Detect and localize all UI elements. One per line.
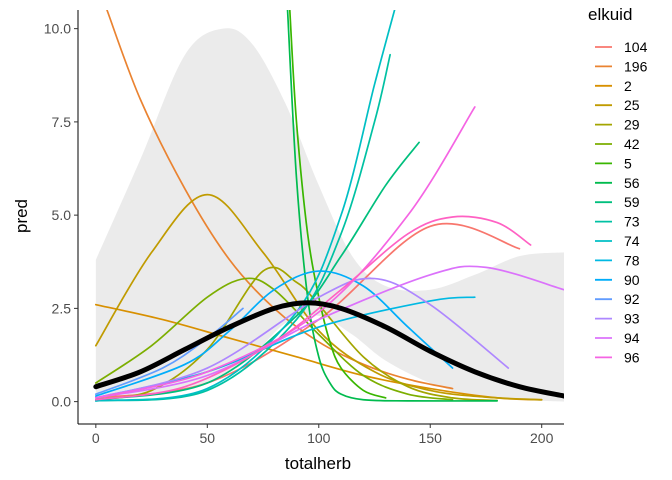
mean-line — [93, 300, 564, 399]
y-axis-title: pred — [12, 199, 31, 233]
legend-label-90: 90 — [624, 272, 640, 288]
y-tick-label: 7.5 — [52, 114, 72, 130]
x-axis-title: totalherb — [285, 454, 351, 473]
x-tick-label: 100 — [307, 430, 331, 446]
y-tick-label: 0.0 — [52, 394, 72, 410]
legend-label-93: 93 — [624, 311, 640, 327]
series-line-96 — [94, 106, 476, 399]
series-line-56 — [286, 10, 498, 402]
legend-label-2: 2 — [624, 78, 632, 94]
legend-label-92: 92 — [624, 291, 640, 307]
legend-label-74: 74 — [624, 233, 640, 249]
confidence-ribbon — [95, 28, 564, 402]
legend-label-59: 59 — [624, 194, 640, 210]
y-tick-label: 2.5 — [52, 300, 72, 316]
series-line-29 — [94, 266, 498, 402]
legend-label-42: 42 — [624, 136, 640, 152]
x-tick-label: 200 — [530, 430, 554, 446]
y-tick-label: 10.0 — [44, 21, 71, 37]
legend-label-104: 104 — [624, 39, 648, 55]
legend-label-96: 96 — [624, 349, 640, 365]
series-line-196 — [106, 10, 454, 390]
x-tick-label: 0 — [92, 430, 100, 446]
series-line-5 — [288, 10, 387, 399]
x-tick-label: 150 — [419, 430, 443, 446]
legend-label-196: 196 — [624, 58, 648, 74]
legend-label-56: 56 — [624, 175, 640, 191]
legend-label-73: 73 — [624, 214, 640, 230]
legend-label-78: 78 — [624, 252, 640, 268]
series-line-90 — [94, 270, 454, 397]
legend-label-25: 25 — [624, 97, 640, 113]
legend-label-29: 29 — [624, 117, 640, 133]
x-tick-label: 50 — [200, 430, 216, 446]
series-line-extra-17 — [94, 215, 532, 401]
series-line-93 — [94, 277, 510, 399]
series-line-73 — [94, 53, 391, 402]
legend: elkuid 104 196 2 25 29 42 5 56 59 73 74 78 90 92 93 94 9… — [588, 5, 648, 365]
legend-label-5: 5 — [624, 155, 632, 171]
series-line-94 — [94, 265, 564, 399]
legend-title: elkuid — [588, 5, 632, 24]
y-tick-label: 5.0 — [52, 207, 72, 223]
legend-label-94: 94 — [624, 330, 640, 346]
series-line-92 — [94, 307, 244, 396]
